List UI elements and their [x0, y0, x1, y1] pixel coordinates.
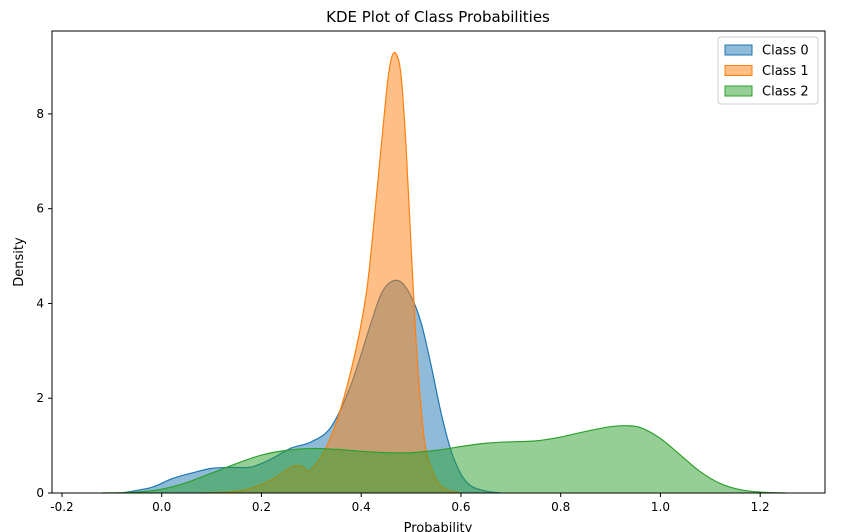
density-areas [101, 51, 786, 494]
y-tick-label: 6 [36, 202, 44, 216]
chart-title: KDE Plot of Class Probabilities [326, 8, 550, 26]
class-2-line [101, 425, 786, 494]
x-tick-label: 0.8 [551, 500, 570, 514]
y-axis: 0 2 4 6 8 [36, 107, 52, 500]
legend-swatch-class-1 [724, 65, 753, 76]
y-tick-label: 4 [36, 296, 44, 310]
x-tick-label: 1.0 [651, 500, 670, 514]
legend-label-class-1: Class 1 [762, 64, 809, 79]
y-tick-label: 2 [36, 391, 44, 405]
class-1-area [201, 52, 461, 494]
x-axis-label: Probability [404, 521, 473, 532]
plot-frame [51, 30, 826, 494]
x-tick-label: 0.6 [451, 500, 470, 514]
x-tick-label: 0.4 [352, 500, 371, 514]
legend-swatch-class-0 [724, 44, 753, 56]
legend: Class 0 Class 1 Class 2 [717, 36, 819, 105]
x-axis: -0.2 0.0 0.2 0.4 0.6 0.8 1.0 1.2 [50, 493, 770, 514]
y-tick-label: 0 [36, 486, 44, 500]
x-tick-label: 1.2 [751, 500, 770, 514]
x-tick-label: 0.2 [252, 500, 271, 514]
legend-swatch-class-2 [724, 85, 753, 97]
x-tick-label: 0.0 [152, 500, 171, 514]
y-tick-label: 8 [36, 107, 44, 121]
class-2-area [101, 425, 786, 493]
x-tick-label: -0.2 [50, 500, 73, 514]
legend-label-class-0: Class 0 [762, 44, 809, 59]
legend-label-class-2: Class 2 [762, 85, 809, 100]
y-axis-label: Density [12, 237, 27, 287]
